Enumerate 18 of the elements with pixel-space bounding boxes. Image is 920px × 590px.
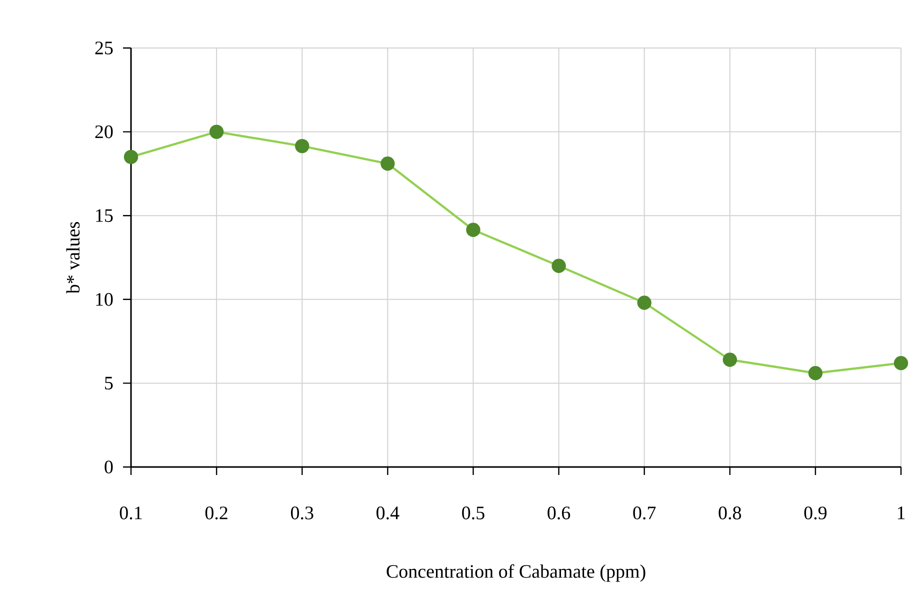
y-tick-label: 20 <box>95 125 113 138</box>
x-tick-label: 0.9 <box>804 506 827 520</box>
y-tick-label: 5 <box>105 376 113 390</box>
y-axis-title: b* values <box>66 222 80 294</box>
y-tick-label: 25 <box>95 42 113 54</box>
x-axis-title: Concentration of Cabamate (ppm) <box>386 564 646 582</box>
y-tick-label: 10 <box>96 293 113 306</box>
x-tick-label: 0.2 <box>205 506 228 520</box>
x-tick-label: 0.3 <box>290 506 314 520</box>
y-tick-label: 15 <box>96 209 113 222</box>
x-tick-label: 0.1 <box>120 506 142 520</box>
x-tick-label: 0.7 <box>633 506 656 520</box>
x-tick-label: 0.6 <box>548 506 570 520</box>
x-tick-label: 1 <box>898 506 905 520</box>
x-tick-label: 0.8 <box>718 506 742 520</box>
x-tick-label: 0.5 <box>462 506 484 520</box>
x-tick-label: 0.4 <box>376 506 400 520</box>
y-tick-label: 0 <box>104 460 113 474</box>
